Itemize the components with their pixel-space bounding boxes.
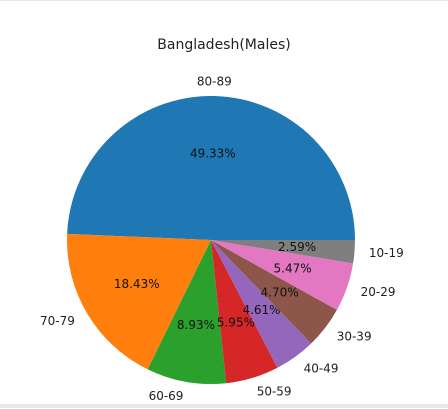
pie-category-label-40-49: 40-49 [304, 362, 339, 376]
pie-slice-70-79 [67, 233, 211, 370]
pie-value-label-10-19: 2.59% [278, 240, 316, 254]
pie-slice-30-39 [211, 240, 337, 344]
pie-slice-80-89 [67, 95, 356, 240]
pie-category-label-50-59: 50-59 [257, 385, 292, 399]
pie-value-label-80-89: 49.33% [190, 147, 236, 161]
chart-title: Bangladesh(Males) [157, 37, 291, 53]
pie-value-label-20-29: 5.47% [274, 261, 312, 275]
pie-value-label-40-49: 4.61% [242, 303, 280, 317]
pie-slice-10-19 [211, 240, 355, 264]
pie-category-label-60-69: 60-69 [149, 389, 184, 403]
pie-slice-60-69 [147, 240, 227, 384]
pie-value-label-50-59: 5.95% [217, 316, 255, 330]
pie-category-label-10-19: 10-19 [369, 246, 404, 260]
pie-slice-20-29 [211, 240, 354, 310]
pie-value-label-30-39: 4.70% [261, 286, 299, 300]
pie-category-label-70-79: 70-79 [40, 314, 75, 328]
pie-slice-50-59 [211, 240, 278, 384]
pie-category-label-20-29: 20-29 [361, 285, 396, 299]
pie-value-label-70-79: 18.43% [114, 277, 160, 291]
pie-value-label-60-69: 8.93% [177, 318, 215, 332]
pie-category-label-80-89: 80-89 [197, 75, 232, 89]
pie-category-label-30-39: 30-39 [337, 329, 372, 343]
pie-slice-40-49 [211, 240, 312, 368]
